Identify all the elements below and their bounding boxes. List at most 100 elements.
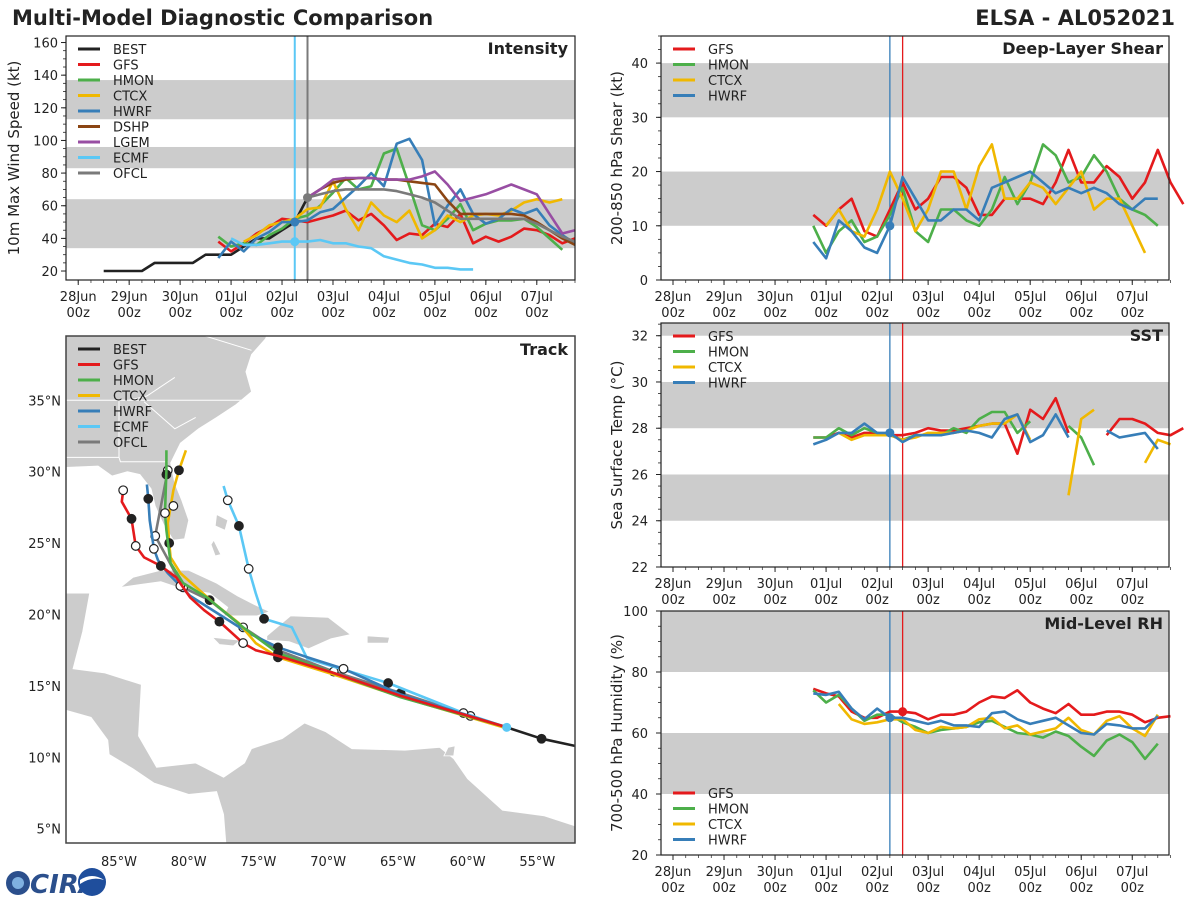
- lon-tick-label: 70°W: [310, 855, 346, 870]
- y-tick-label: 140: [33, 69, 58, 84]
- legend-item-gfs: GFS: [78, 359, 139, 374]
- state-border: [143, 401, 196, 430]
- lon-tick-label: 65°W: [380, 855, 416, 870]
- shaded-band: [661, 381, 1169, 429]
- y-tick-label: 100: [33, 134, 58, 149]
- lat-tick-label: 25°N: [28, 537, 61, 552]
- legend-label: HWRF: [708, 377, 747, 392]
- series-line-gfs: [812, 148, 1185, 238]
- x-tick-label: 01Jul: [810, 865, 842, 880]
- x-tick-label: 05Jul: [1014, 865, 1046, 880]
- x-tick-sublabel: 00z: [916, 306, 940, 321]
- series-line-ctcx: [838, 413, 1032, 442]
- x-tick-sublabel: 00z: [1121, 593, 1145, 608]
- y-tick-label: 10: [631, 220, 648, 235]
- track-marker-filled: [259, 613, 269, 624]
- legend-label: HMON: [113, 74, 154, 89]
- y-axis-label: 700-500 hPa Humidity (%): [608, 634, 626, 832]
- sst-panel: 22242628303228Jun00z29Jun00z30Jun00z01Ju…: [608, 322, 1184, 608]
- x-tick-sublabel: 00z: [1121, 306, 1145, 321]
- x-tick-label: 30Jun: [162, 290, 199, 305]
- x-tick-label: 28Jun: [655, 290, 692, 305]
- panels: 2040608010012014016028Jun00z29Jun00z30Ju…: [5, 35, 1185, 896]
- state-border: [128, 376, 176, 401]
- basemap: [66, 336, 575, 843]
- shaded-band: [661, 733, 1169, 794]
- x-tick-label: 30Jun: [757, 290, 794, 305]
- legend-item-hmon: HMON: [78, 374, 154, 389]
- x-tick-sublabel: 00z: [814, 593, 838, 608]
- x-tick-label: 01Jul: [215, 290, 247, 305]
- x-tick-sublabel: 00z: [525, 306, 549, 321]
- series-line-ofcl: [307, 188, 576, 243]
- x-tick-label: 02Jul: [266, 290, 298, 305]
- init-marker: [290, 217, 300, 227]
- init-marker: [290, 237, 300, 247]
- y-tick-label: 24: [631, 515, 648, 530]
- track-marker-filled: [155, 561, 166, 571]
- y-tick-label: 160: [33, 37, 58, 52]
- legend-item-ecmf: ECMF: [78, 152, 149, 167]
- x-tick-label: 04Jul: [963, 577, 995, 592]
- track-gfs: [118, 485, 508, 729]
- x-tick-sublabel: 00z: [423, 306, 447, 321]
- track-marker-open: [238, 638, 249, 648]
- init-marker: [885, 428, 895, 438]
- shaded-band: [66, 80, 575, 120]
- x-tick-sublabel: 00z: [67, 306, 91, 321]
- x-tick-sublabel: 00z: [117, 306, 141, 321]
- legend-item-gfs: GFS: [673, 787, 734, 802]
- x-tick-sublabel: 00z: [763, 306, 787, 321]
- x-tick-label: 03Jul: [317, 290, 349, 305]
- series-line-hmon: [812, 143, 1159, 255]
- intensity-panel: 2040608010012014016028Jun00z29Jun00z30Ju…: [5, 35, 576, 321]
- land-mass: [66, 592, 575, 843]
- plot-frame: [660, 35, 1170, 281]
- series-line-hmon: [1067, 424, 1096, 466]
- legend-label: GFS: [113, 359, 139, 374]
- series-line-hmon: [217, 147, 564, 251]
- legend-label: BEST: [113, 43, 146, 58]
- y-axis-label: 10m Max Wind Speed (kt): [5, 61, 23, 256]
- plot-frame: [660, 322, 1170, 568]
- x-tick-label: 30Jun: [757, 865, 794, 880]
- track-marker-open: [338, 663, 349, 674]
- legend-item-gfs: GFS: [673, 43, 734, 58]
- lat-tick-label: 15°N: [28, 680, 61, 695]
- legend-item-best: BEST: [78, 343, 146, 358]
- x-tick-sublabel: 00z: [661, 306, 685, 321]
- legend-item-gfs: GFS: [78, 59, 139, 74]
- plot-frame: [65, 35, 576, 281]
- x-tick-sublabel: 00z: [814, 881, 838, 896]
- x-tick-sublabel: 00z: [967, 306, 991, 321]
- legend-item-ctcx: CTCX: [673, 74, 742, 89]
- x-tick-label: 02Jul: [861, 865, 893, 880]
- lon-tick-label: 75°W: [240, 855, 276, 870]
- x-tick-label: 28Jun: [655, 577, 692, 592]
- y-tick-label: 80: [631, 666, 648, 681]
- x-tick-label: 04Jul: [963, 290, 995, 305]
- track-marker-filled: [126, 513, 137, 524]
- legend-label: ECMF: [113, 421, 149, 436]
- legend-label: HWRF: [708, 834, 747, 849]
- x-tick-sublabel: 00z: [967, 593, 991, 608]
- lon-tick-label: 60°W: [450, 855, 486, 870]
- panel-title: Track: [520, 340, 568, 359]
- track-marker-filled: [143, 493, 154, 504]
- legend-label: HWRF: [113, 105, 152, 120]
- x-tick-sublabel: 00z: [814, 306, 838, 321]
- y-axis-label: Sea Surface Temp (°C): [608, 360, 626, 529]
- legend-label: CTCX: [113, 390, 147, 405]
- legend-label: HMON: [113, 374, 154, 389]
- legend-label: HMON: [708, 59, 749, 74]
- track-marker-open: [130, 541, 141, 551]
- legend-label: HWRF: [708, 90, 747, 105]
- x-tick-label: 04Jul: [963, 865, 995, 880]
- x-tick-label: 02Jul: [861, 577, 893, 592]
- y-tick-label: 120: [33, 102, 58, 117]
- x-tick-label: 07Jul: [521, 290, 553, 305]
- track-marker-open: [222, 495, 233, 506]
- track-line: [120, 490, 508, 729]
- y-tick-label: 100: [623, 605, 648, 620]
